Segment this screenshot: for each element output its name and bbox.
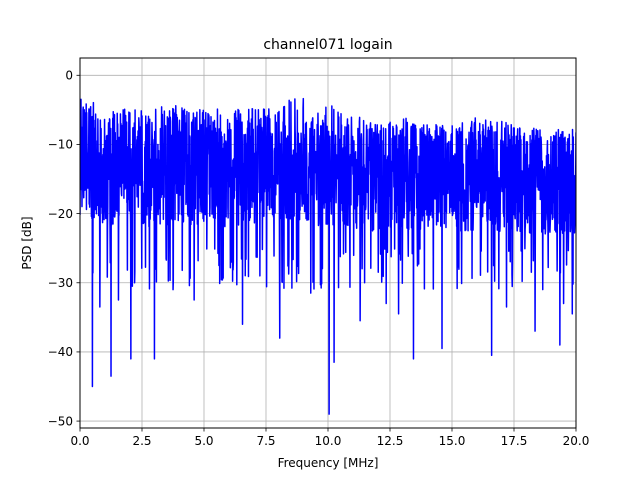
x-tick-label: 10.0 — [315, 434, 342, 448]
x-tick-label: 0.0 — [70, 434, 89, 448]
y-tick-label: 0 — [65, 69, 73, 83]
y-tick-label: −20 — [48, 207, 73, 221]
series-group — [80, 97, 576, 415]
x-tick-label: 17.5 — [501, 434, 528, 448]
x-axis-label: Frequency [MHz] — [278, 456, 379, 470]
psd-series-line — [80, 97, 576, 415]
y-tick-label: −40 — [48, 345, 73, 359]
x-axis-ticks: 0.0 2.5 5.0 7.5 10.0 12.5 15.0 17.5 20.0 — [70, 428, 589, 448]
y-tick-label: −50 — [48, 414, 73, 428]
x-tick-label: 20.0 — [563, 434, 590, 448]
x-tick-label: 2.5 — [132, 434, 151, 448]
x-tick-label: 15.0 — [439, 434, 466, 448]
y-tick-label: −10 — [48, 138, 73, 152]
x-tick-label: 5.0 — [194, 434, 213, 448]
y-axis-ticks: 0 −10 −20 −30 −40 −50 — [48, 69, 80, 428]
y-axis-label: PSD [dB] — [20, 216, 34, 269]
y-tick-label: −30 — [48, 276, 73, 290]
x-tick-label: 12.5 — [377, 434, 404, 448]
chart-title: channel071 logain — [263, 37, 392, 53]
x-tick-label: 7.5 — [256, 434, 275, 448]
